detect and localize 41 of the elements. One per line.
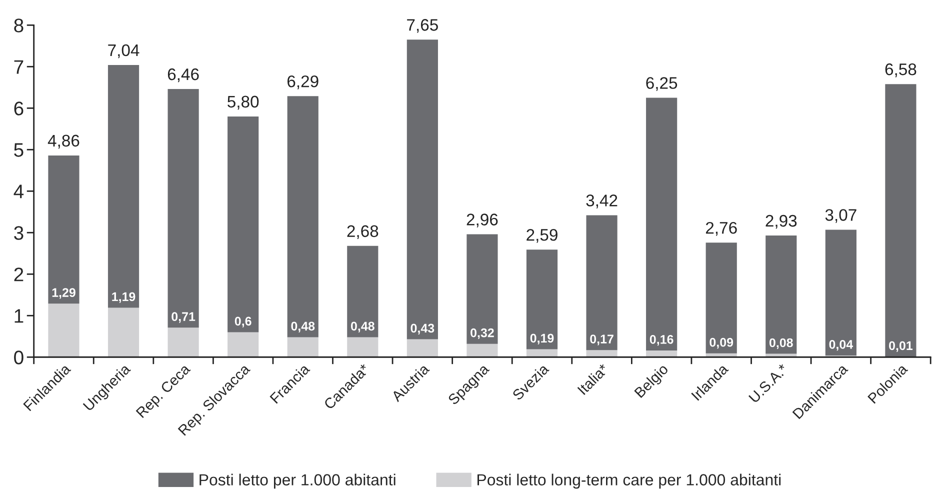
y-tick-label: 7: [14, 60, 24, 74]
data-label: 0,01: [889, 341, 913, 352]
data-label: 0,43: [410, 324, 434, 334]
y-tick-label: 4: [14, 184, 24, 198]
legend-label: Posti letto long-term care per 1.000 abitanti: [478, 474, 781, 489]
data-label: 0,48: [350, 322, 374, 332]
total-label: 6,46: [168, 68, 199, 82]
y-tick-label: 1: [14, 309, 24, 323]
total-label: 2,76: [706, 222, 737, 236]
data-label: 0,09: [710, 338, 734, 349]
total-label: 6,29: [287, 75, 318, 90]
total-label: 5,80: [228, 96, 259, 110]
total-label: 2,96: [466, 214, 498, 228]
data-label: 0,08: [769, 338, 793, 349]
data-label: 1,19: [112, 292, 136, 303]
total-label: 4,86: [48, 134, 80, 149]
data-label: 0,32: [470, 328, 494, 340]
total-label: 6,58: [885, 63, 916, 78]
y-tick-label: 5: [14, 143, 24, 157]
total-label: 2,59: [526, 229, 558, 243]
total-label: 3,07: [825, 209, 856, 223]
data-label: 1,29: [52, 288, 76, 299]
data-label: 0,6: [234, 316, 252, 328]
data-label: 0,48: [291, 322, 315, 332]
total-label: 2,93: [766, 214, 797, 229]
data-label: 0,71: [172, 312, 196, 323]
y-tick-label: 6: [14, 102, 24, 116]
total-label: 2,68: [347, 225, 378, 240]
y-tick-label: 0: [14, 350, 24, 364]
total-label: 3,42: [586, 194, 618, 208]
y-tick-label: 8: [14, 18, 24, 32]
y-tick-label: 3: [14, 226, 24, 240]
data-label: 0,17: [590, 334, 614, 346]
total-label: 7,65: [407, 19, 438, 33]
data-label: 0,16: [650, 335, 674, 346]
total-label: 6,25: [646, 77, 678, 91]
data-label: 0,19: [530, 334, 554, 344]
legend-label: Posti letto per 1.000 abitanti: [200, 474, 396, 489]
y-tick-label: 2: [14, 268, 24, 282]
data-label: 0,04: [829, 340, 854, 351]
total-label: 7,04: [108, 44, 140, 58]
